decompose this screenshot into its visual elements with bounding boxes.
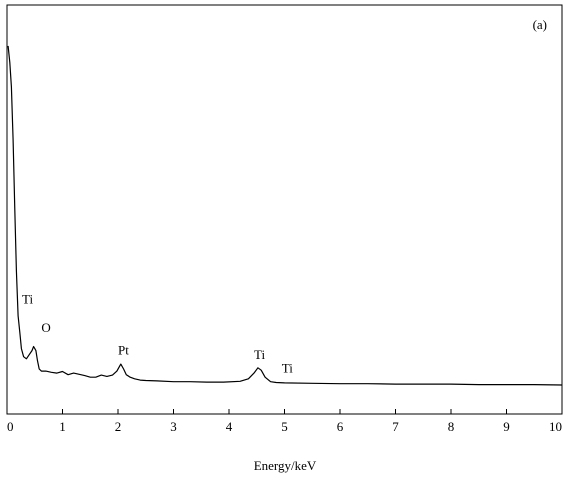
x-tick-label-7: 7 xyxy=(392,419,399,434)
x-tick-label-5: 5 xyxy=(281,419,288,434)
plot-frame xyxy=(6,4,563,415)
peak-label-o-1: O xyxy=(41,320,50,335)
x-tick-label-0: 0 xyxy=(7,419,14,434)
x-tick-label-6: 6 xyxy=(337,419,344,434)
x-tick-label-8: 8 xyxy=(448,419,455,434)
x-axis-tick-labels: 0 1 2 3 4 5 6 7 8 9 10 xyxy=(7,419,562,434)
x-tick-label-10: 10 xyxy=(549,419,562,434)
x-tick-label-1: 1 xyxy=(59,419,66,434)
x-tick-label-3: 3 xyxy=(170,419,177,434)
x-tick-label-2: 2 xyxy=(115,419,122,434)
panel-label: (a) xyxy=(533,17,547,32)
peak-label-pt-2: Pt xyxy=(118,343,129,358)
peak-label-ti-4: Ti xyxy=(282,360,293,375)
peak-label-ti-3: Ti xyxy=(254,347,265,362)
x-axis-ticks xyxy=(6,409,563,414)
spectrum-series xyxy=(7,45,563,386)
x-tick-label-9: 9 xyxy=(503,419,510,434)
peak-annotations: Ti O Pt Ti Ti xyxy=(22,292,293,376)
x-axis-label: Energy/keV xyxy=(254,458,317,473)
peak-label-ti-0: Ti xyxy=(22,292,33,307)
x-tick-label-4: 4 xyxy=(226,419,233,434)
series-line-0 xyxy=(7,45,563,386)
